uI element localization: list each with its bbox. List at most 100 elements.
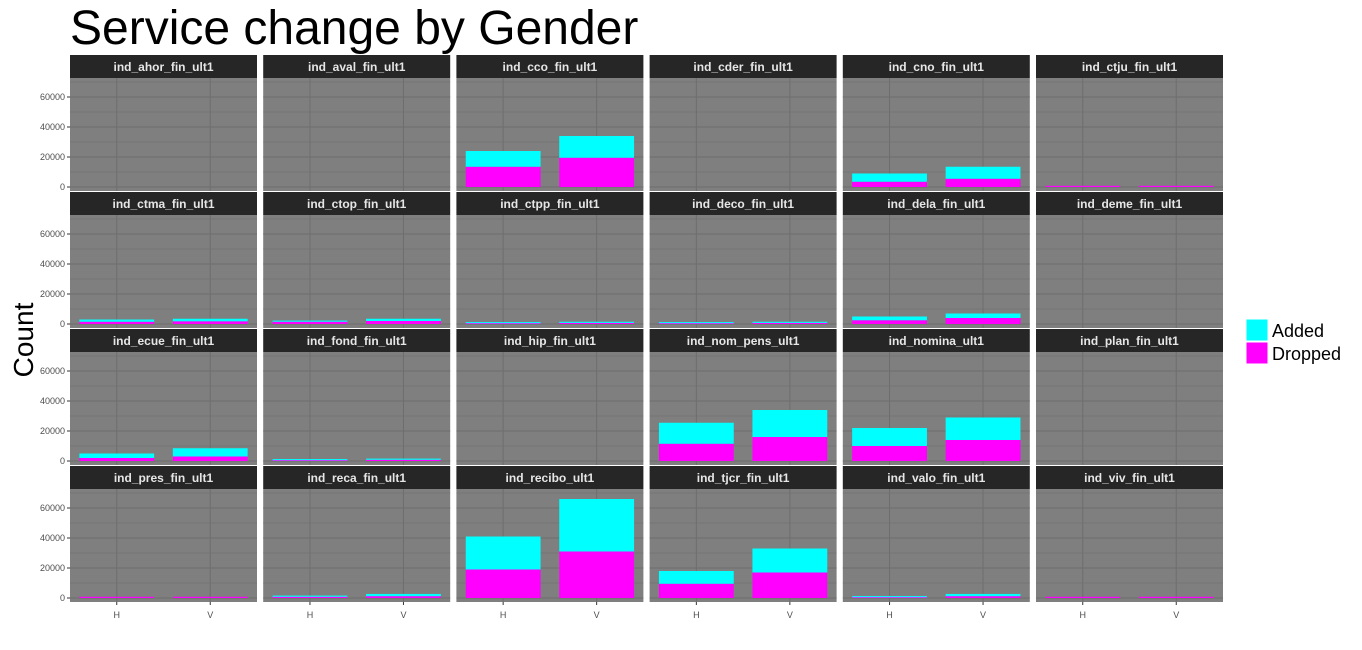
bar-added <box>559 321 635 323</box>
legend-key-dropped <box>1245 341 1269 365</box>
bar-dropped <box>559 322 635 324</box>
facet-panel: ind_deme_fin_ult1 <box>1036 192 1223 328</box>
bar-added <box>945 313 1021 318</box>
bar-dropped <box>272 459 348 461</box>
plot-background <box>263 215 451 328</box>
facet-panel: ind_deco_fin_ult1 <box>649 192 837 328</box>
facet-panel: ind_fond_fin_ult1 <box>263 329 451 465</box>
facet-panel: ind_hip_fin_ult1 <box>456 329 644 465</box>
facet-strip-label: ind_aval_fin_ult1 <box>308 60 406 74</box>
bar-added <box>852 596 927 598</box>
plot-background <box>263 489 451 602</box>
y-tick-label: 60000 <box>40 503 65 513</box>
facet-strip <box>456 329 644 352</box>
bar-dropped <box>172 321 248 324</box>
bar-dropped <box>852 446 927 461</box>
facet-strip-label: ind_deme_fin_ult1 <box>1077 197 1183 211</box>
bar-dropped <box>658 322 734 324</box>
bar-added <box>465 151 541 167</box>
facet-strip <box>842 329 1030 352</box>
facet-strip <box>842 192 1030 215</box>
y-tick-label: 20000 <box>40 152 65 162</box>
facet-strip-label: ind_hip_fin_ult1 <box>504 334 596 348</box>
facet-panel: ind_plan_fin_ult1 <box>1036 329 1223 465</box>
plot-background <box>263 78 451 191</box>
bar-dropped <box>465 569 541 598</box>
x-tick-label: V <box>400 610 406 620</box>
bar-added <box>945 166 1021 179</box>
facet-panel: ind_viv_fin_ult1 H V <box>1036 466 1223 620</box>
bar-dropped <box>752 322 828 324</box>
bar-dropped <box>658 443 734 461</box>
facet-strip-label: ind_cno_fin_ult1 <box>889 60 985 74</box>
facet-strip <box>263 55 451 78</box>
plot-background <box>70 489 257 602</box>
facet-strip <box>456 192 644 215</box>
x-tick-label: V <box>1173 610 1179 620</box>
bar-added <box>79 453 155 458</box>
x-tick-label: V <box>980 610 986 620</box>
chart-title: Service change by Gender <box>70 2 638 55</box>
bar-added <box>272 459 348 461</box>
plot-background <box>1036 489 1223 602</box>
facet-strip-label: ind_fond_fin_ult1 <box>307 334 407 348</box>
facet-panel: ind_reca_fin_ult1 H V <box>263 466 451 620</box>
bar-added <box>172 448 248 457</box>
x-tick-label: H <box>693 610 700 620</box>
bar-added <box>465 536 541 570</box>
legend-label-dropped: Dropped <box>1272 344 1341 364</box>
facet-strip <box>70 192 257 215</box>
facet-strip <box>649 466 837 489</box>
plot-background <box>1036 352 1223 465</box>
bar-added <box>172 318 248 322</box>
bar-added <box>465 322 541 324</box>
facet-strip <box>70 55 257 78</box>
plot-background <box>1036 215 1223 328</box>
facet-strip <box>263 192 451 215</box>
y-tick-label: 40000 <box>40 259 65 269</box>
bar-dropped <box>1138 185 1214 187</box>
x-tick-label: V <box>207 610 213 620</box>
facet-panel: ind_valo_fin_ult1 H V <box>842 466 1030 620</box>
bar-dropped <box>172 456 248 461</box>
bar-added <box>752 321 828 323</box>
bar-dropped <box>465 166 541 187</box>
facet-strip <box>263 329 451 352</box>
facet-panel: ind_aval_fin_ult1 <box>263 55 451 191</box>
y-tick-label: 60000 <box>40 92 65 102</box>
facet-panel: ind_pres_fin_ult1 0 20000 40000 60000 H V <box>40 466 257 620</box>
facet-strip-label: ind_ctju_fin_ult1 <box>1082 60 1178 74</box>
bar-dropped <box>172 596 248 598</box>
facet-panel: ind_cco_fin_ult1 <box>456 55 644 191</box>
facet-strip <box>649 192 837 215</box>
facet-strip-label: ind_ahor_fin_ult1 <box>113 60 213 74</box>
facet-panel: ind_ecue_fin_ult1 0 20000 40000 60000 <box>40 329 257 466</box>
plot-background <box>456 352 644 465</box>
x-tick-label: H <box>1080 610 1087 620</box>
bar-dropped <box>945 596 1021 598</box>
plot-background <box>842 215 1030 328</box>
bar-added <box>366 458 441 460</box>
y-tick-label: 40000 <box>40 122 65 132</box>
facet-panel: ind_ctop_fin_ult1 <box>263 192 451 328</box>
bar-dropped <box>366 459 441 461</box>
facet-strip-label: ind_ctpp_fin_ult1 <box>500 197 600 211</box>
facet-strip-label: ind_pres_fin_ult1 <box>114 471 214 485</box>
facet-panel: ind_ahor_fin_ult1 0 20000 40000 60000 <box>40 55 257 192</box>
bar-dropped <box>945 440 1021 461</box>
bar-dropped <box>1045 596 1121 598</box>
facet-strip <box>1036 466 1223 489</box>
bar-added <box>945 593 1021 597</box>
bar-added <box>79 319 155 322</box>
facet-strip-label: ind_ctma_fin_ult1 <box>112 197 214 211</box>
facet-panel: ind_dela_fin_ult1 <box>842 192 1030 328</box>
facet-strip-label: ind_nomina_ult1 <box>889 334 985 348</box>
facet-strip-label: ind_deco_fin_ult1 <box>692 197 794 211</box>
plot-background <box>70 352 257 465</box>
bar-added <box>852 173 927 182</box>
facet-strip <box>70 329 257 352</box>
legend-label-added: Added <box>1272 321 1324 341</box>
facet-strip <box>842 466 1030 489</box>
facet-panel: ind_cder_fin_ult1 <box>649 55 837 191</box>
bar-dropped <box>945 318 1021 324</box>
